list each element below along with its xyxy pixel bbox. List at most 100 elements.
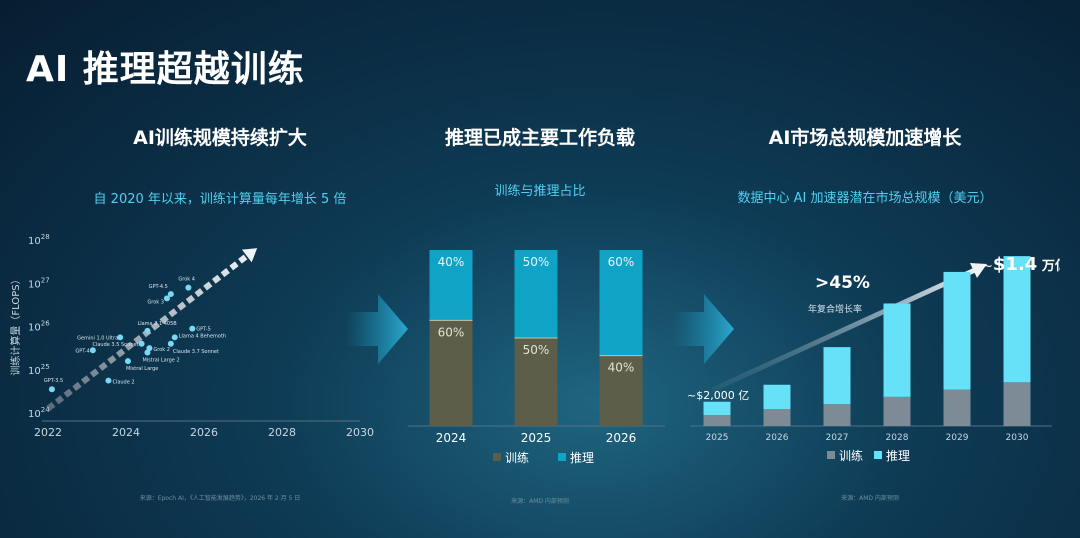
y-tick-base: 10	[28, 366, 41, 377]
x-tick-label: 2024	[436, 431, 467, 445]
y-tick-exponent: 27	[41, 276, 50, 284]
legend-swatch-training	[493, 453, 501, 461]
scatter-point	[117, 334, 124, 341]
point-label: Llama 4 Behemoth	[179, 333, 226, 339]
x-tick-label: 2030	[1006, 433, 1029, 443]
x-tick-label: 2026	[190, 426, 218, 439]
data-label-inference: 50%	[523, 255, 550, 269]
page-title: AI 推理超越训练	[26, 49, 305, 90]
legend-swatch-training	[827, 451, 835, 459]
y-tick-label: 1025	[28, 363, 50, 377]
growth-arrowhead-icon	[970, 263, 987, 278]
point-label: GPT-5	[196, 327, 210, 333]
bar-segment-inference	[1003, 256, 1031, 383]
legend-label-inference: 推理	[570, 451, 594, 465]
x-tick-label: 2022	[34, 426, 62, 439]
data-label-training: 40%	[608, 361, 635, 375]
y-tick-exponent: 24	[41, 406, 50, 414]
data-label-inference: 60%	[608, 255, 635, 269]
x-tick-label: 2025	[521, 431, 552, 445]
point-label: Claude 3.7 Sonnet	[173, 349, 219, 355]
data-label-training: 60%	[438, 325, 465, 339]
start-value-annotation: ~$2,000 亿	[687, 389, 749, 402]
end-value-unit: 万亿	[1037, 258, 1060, 274]
right-panel-source: 来源：AMD 内部预测	[841, 495, 899, 502]
y-tick-base: 10	[28, 323, 41, 334]
right-panel-title: AI市场总规模加速增长	[768, 127, 962, 149]
legend-label-training: 训练	[839, 448, 863, 463]
y-tick-exponent: 28	[41, 233, 50, 241]
left-panel-source: 来源：Epoch AI，《人工智能发展趋势》，2026 年 2 月 5 日	[139, 495, 301, 502]
scatter-point	[48, 386, 55, 393]
data-label-training: 50%	[523, 343, 550, 357]
scatter-point	[124, 358, 131, 365]
bar-segment-training	[883, 396, 911, 426]
scatter-point	[89, 347, 96, 354]
scatter-point	[163, 295, 170, 302]
left-panel-subtitle: 自 2020 年以来，训练计算量每年增长 5 倍	[93, 192, 347, 207]
legend-label-training: 训练	[505, 450, 529, 465]
scatter-point	[185, 284, 192, 291]
y-tick-base: 10	[28, 409, 41, 420]
y-tick-exponent: 25	[41, 363, 50, 371]
point-label: Llama 3.1 405B	[137, 321, 177, 327]
bar-segment-inference	[763, 384, 791, 410]
x-tick-label: 2028	[886, 433, 909, 443]
bar-segment-training	[514, 338, 558, 426]
bar-segment-inference	[599, 250, 643, 356]
cagr-value: >45%	[815, 273, 870, 293]
x-tick-label: 2027	[826, 433, 849, 443]
x-tick-label: 2025	[706, 433, 729, 443]
point-label: GPT-4	[75, 348, 89, 354]
bar-segment-training	[1003, 382, 1031, 426]
bar-segment-training	[763, 409, 791, 426]
point-label: Gemini 1.0 Ultra	[77, 335, 118, 341]
point-label: Grok 2	[153, 347, 170, 353]
flow-arrow-icon	[346, 294, 408, 364]
point-label: Claude 2	[112, 380, 134, 386]
legend-swatch-inference	[558, 453, 566, 461]
y-tick-label: 1028	[28, 233, 50, 247]
end-value-prefix: ~	[982, 259, 993, 274]
point-label: Mistral Large	[126, 366, 158, 372]
point-label: Claude 3.5 Sonnet	[92, 342, 138, 348]
market-tam-bar-chart: 2025 2026 2027 2028 2029 2030 ~$2,000 亿 >45% 年复合…	[687, 254, 1060, 463]
y-tick-label: 1027	[28, 276, 50, 290]
workload-share-bar-chart: 60% 40% 2024 50% 50% 2025 40% 60% 2026 训练 推理	[408, 250, 665, 465]
end-value-annotation: ~$1.4 万亿	[982, 254, 1060, 275]
x-tick-label: 2026	[606, 431, 637, 445]
legend-label-inference: 推理	[886, 449, 910, 463]
data-label-inference: 40%	[438, 255, 465, 269]
x-tick-label: 2028	[268, 426, 296, 439]
bar-segment-inference	[429, 250, 473, 321]
y-tick-base: 10	[28, 236, 41, 247]
bar-segment-training	[703, 415, 731, 426]
point-label: GPT-4.5	[149, 284, 168, 290]
bar-segment-training	[599, 355, 643, 426]
point-label: Grok 3	[147, 299, 164, 305]
bar-segment-training	[943, 389, 971, 426]
y-tick-exponent: 26	[41, 320, 50, 328]
left-panel-title: AI训练规模持续扩大	[133, 127, 307, 149]
x-tick-label: 2029	[946, 433, 969, 443]
middle-panel-subtitle: 训练与推理占比	[494, 184, 586, 199]
bar-segment-inference	[703, 401, 731, 416]
point-label: GPT-3.5	[44, 378, 63, 384]
bar-segment-training	[429, 320, 473, 426]
scatter-point	[144, 349, 151, 356]
end-value-value: $1.4	[993, 254, 1037, 275]
bar-segment-training	[823, 404, 851, 426]
bar-segment-inference	[823, 347, 851, 405]
scatter-point	[171, 334, 178, 341]
x-tick-label: 2026	[766, 433, 789, 443]
flow-arrow-icon	[672, 294, 734, 364]
scatter-point	[167, 340, 174, 347]
y-tick-label: 1026	[28, 320, 50, 334]
x-tick-label: 2024	[112, 426, 140, 439]
y-tick-label: 1024	[28, 406, 50, 420]
x-tick-label: 2030	[346, 426, 374, 439]
y-tick-base: 10	[28, 279, 41, 290]
legend-swatch-inference	[874, 451, 882, 459]
y-axis-label: 训练计算量（FLOPS）	[9, 274, 22, 375]
